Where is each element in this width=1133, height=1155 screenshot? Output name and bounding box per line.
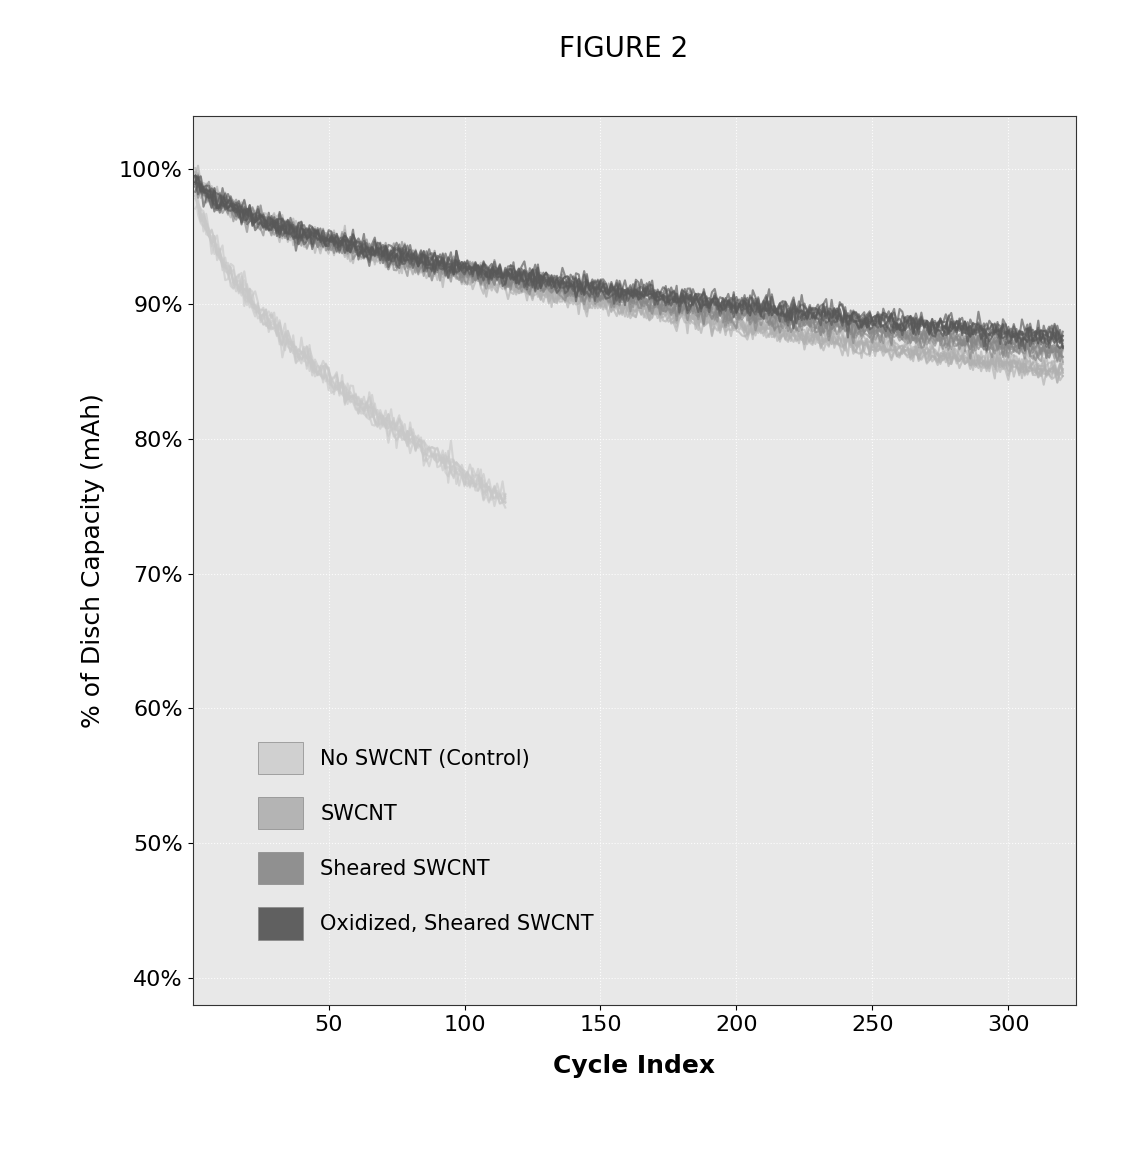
Y-axis label: % of Disch Capacity (mAh): % of Disch Capacity (mAh) [82, 393, 105, 728]
Legend: No SWCNT (Control), SWCNT, Sheared SWCNT, Oxidized, Sheared SWCNT: No SWCNT (Control), SWCNT, Sheared SWCNT… [247, 731, 604, 949]
X-axis label: Cycle Index: Cycle Index [554, 1055, 715, 1078]
Text: FIGURE 2: FIGURE 2 [559, 35, 688, 62]
